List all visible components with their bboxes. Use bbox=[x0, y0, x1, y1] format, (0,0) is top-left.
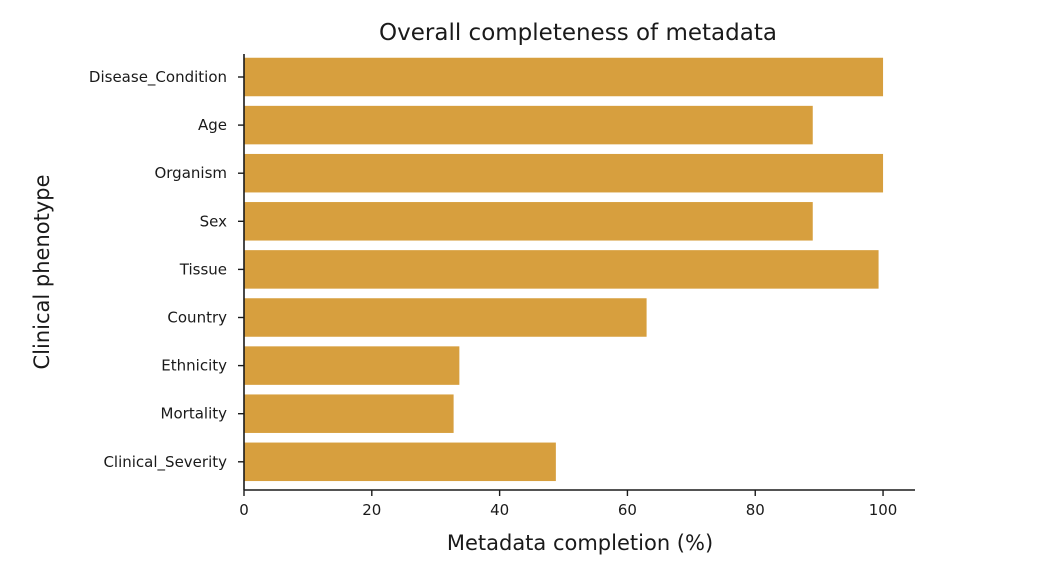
x-tick-label-100: 100 bbox=[869, 501, 898, 519]
x-tick-label-0: 0 bbox=[239, 501, 249, 519]
bar-mortality bbox=[244, 394, 454, 433]
y-tick-label-sex: Sex bbox=[200, 212, 227, 230]
bar-country bbox=[244, 298, 647, 337]
bar-sex bbox=[244, 202, 813, 241]
bar-ethnicity bbox=[244, 346, 460, 385]
y-axis-label: Clinical phenotype bbox=[30, 174, 54, 369]
y-tick-label-age: Age bbox=[198, 116, 227, 134]
y-tick-label-country: Country bbox=[167, 309, 227, 327]
bar-tissue bbox=[244, 250, 879, 289]
y-tick-label-ethnicity: Ethnicity bbox=[161, 357, 227, 375]
bar-disease-condition bbox=[244, 57, 884, 97]
x-tick-label-60: 60 bbox=[618, 501, 637, 519]
x-axis-ticks: 0 20 40 60 80 100 bbox=[239, 490, 897, 519]
bar-age bbox=[244, 105, 813, 145]
x-tick-label-40: 40 bbox=[490, 501, 509, 519]
chart-title: Overall completeness of metadata bbox=[379, 20, 777, 46]
x-axis-label: Metadata completion (%) bbox=[447, 531, 713, 555]
y-tick-label-clinical-severity: Clinical_Severity bbox=[103, 453, 227, 472]
y-axis-ticks: Disease_Condition Age Organism Sex Tissue Cou… bbox=[89, 68, 244, 472]
bar-organism bbox=[244, 153, 884, 193]
y-tick-label-organism: Organism bbox=[154, 164, 227, 182]
y-tick-label-disease-condition: Disease_Condition bbox=[89, 68, 227, 87]
bar-clinical-severity bbox=[244, 442, 556, 482]
y-tick-label-mortality: Mortality bbox=[161, 405, 228, 423]
bars-group bbox=[244, 57, 884, 482]
x-tick-label-80: 80 bbox=[746, 501, 765, 519]
x-tick-label-20: 20 bbox=[362, 501, 381, 519]
y-tick-label-tissue: Tissue bbox=[179, 260, 227, 278]
